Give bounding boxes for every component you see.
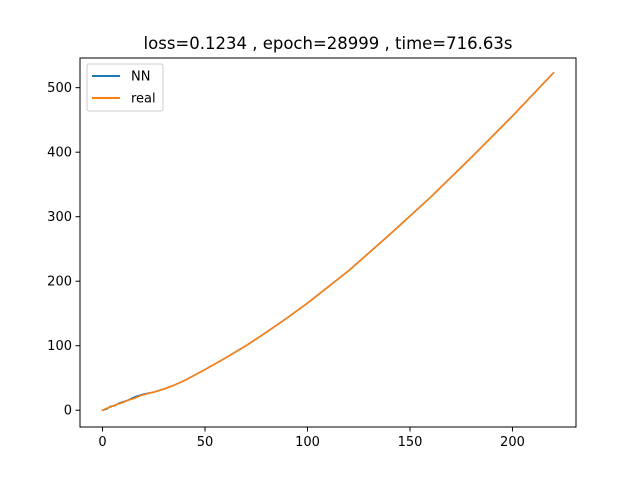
y-tick-label: 300 — [47, 210, 72, 225]
y-tick-label: 400 — [47, 146, 72, 161]
y-tick-label: 200 — [47, 275, 72, 290]
plot-frame — [79, 57, 577, 428]
y-tick-label: 0 — [64, 404, 72, 419]
x-tick-label: 100 — [295, 435, 320, 450]
x-tick-label: 50 — [197, 435, 214, 450]
series-layer — [101, 71, 555, 412]
legend-label-nn: NN — [131, 70, 150, 85]
y-tick-label: 100 — [47, 339, 72, 354]
y-tick-label: 500 — [47, 81, 72, 96]
legend: NN real — [86, 63, 164, 112]
legend-label-real: real — [131, 92, 156, 107]
x-tick-label: 200 — [500, 435, 525, 450]
x-tick-label: 150 — [398, 435, 423, 450]
axes-layer: 0 50 100 150 200 0 100 200 300 400 500 — [47, 57, 577, 450]
series-line-real — [101, 71, 555, 412]
x-tick-label: 0 — [98, 435, 106, 450]
chart-title: loss=0.1234 , epoch=28999 , time=716.63s — [144, 34, 513, 53]
